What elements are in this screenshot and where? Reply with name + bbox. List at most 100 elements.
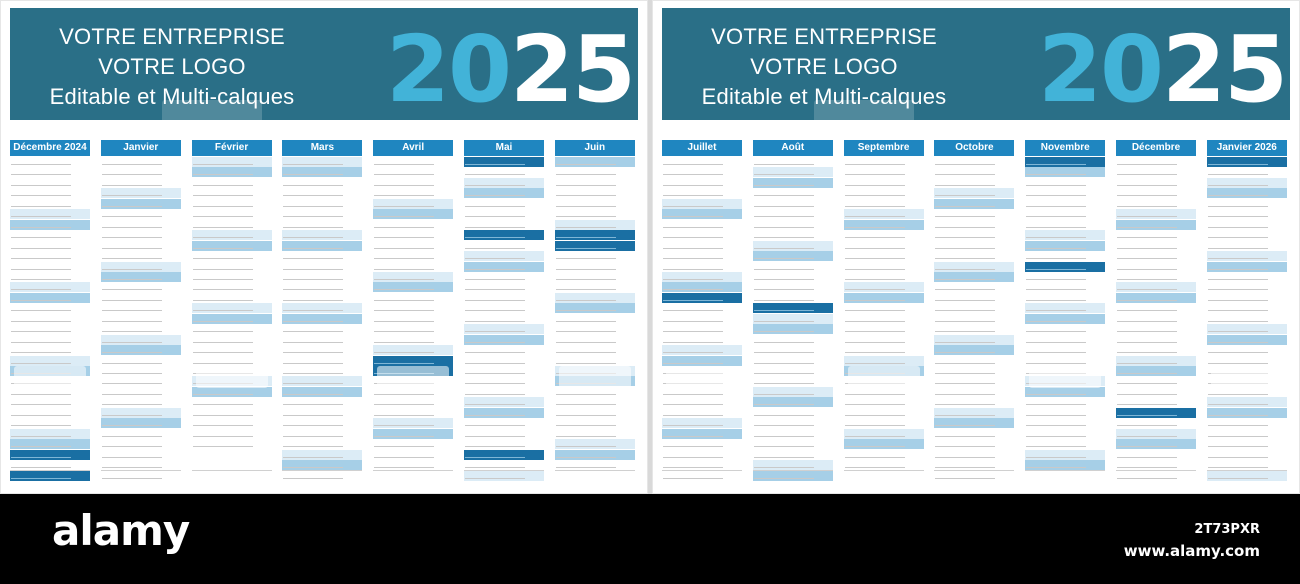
day-line [1207, 477, 1268, 479]
day-row [934, 293, 1014, 303]
day-line [844, 456, 905, 458]
day-row [10, 355, 90, 366]
month-columns: Décembre 2024 Janvier Février Mars Avril Mai J… [10, 140, 638, 481]
day-line [663, 435, 723, 437]
day-line [663, 174, 723, 176]
day-list [662, 157, 742, 479]
day-line [11, 226, 71, 228]
day-line [663, 331, 723, 333]
day-line [663, 425, 723, 427]
day-line [192, 216, 253, 218]
day-line [283, 456, 344, 458]
day-line [192, 195, 253, 197]
day-line [1207, 331, 1268, 333]
day-line [663, 362, 723, 364]
day-row [10, 303, 90, 313]
day-row [10, 387, 90, 397]
day-row [662, 335, 742, 345]
day-row [282, 356, 362, 366]
day-line [374, 341, 435, 343]
day-line [663, 446, 723, 448]
day-line [465, 258, 525, 260]
day-line [844, 247, 905, 249]
day-row [10, 460, 90, 470]
day-row [101, 356, 181, 366]
day-line [283, 414, 344, 416]
day-row [464, 418, 544, 428]
day-line [753, 320, 814, 322]
day-row [662, 387, 742, 397]
day-row [1025, 324, 1105, 334]
day-line [1207, 289, 1268, 291]
day-row [554, 230, 635, 241]
day-line [663, 341, 723, 343]
day-line [465, 383, 525, 385]
day-row [1116, 428, 1196, 439]
day-row [192, 188, 272, 198]
day-row [662, 418, 742, 429]
day-line [283, 352, 344, 354]
day-row [662, 167, 742, 177]
day-line [192, 289, 253, 291]
day-row [555, 251, 635, 261]
day-line [935, 404, 996, 406]
day-row [1207, 230, 1287, 240]
month-header: Décembre 2024 [10, 140, 90, 156]
day-line [465, 268, 525, 270]
day-row [191, 157, 272, 167]
day-line [374, 164, 435, 165]
day-list [100, 157, 181, 479]
day-line [374, 205, 435, 207]
day-row [101, 387, 181, 397]
day-line [844, 226, 905, 228]
alamy-logo: alamy [52, 506, 190, 555]
day-row [464, 303, 544, 313]
day-row [662, 397, 742, 407]
day-row [934, 324, 1014, 334]
day-row [464, 376, 544, 386]
day-row [373, 262, 453, 272]
day-row [934, 418, 1015, 429]
day-line [283, 164, 344, 165]
day-line [374, 414, 435, 416]
day-row [464, 230, 544, 241]
day-line [1117, 237, 1177, 239]
day-row [555, 418, 635, 428]
day-row [373, 335, 453, 345]
banner-text: VOTRE ENTREPRISE VOTRE LOGO Editable et … [674, 22, 974, 112]
day-row [1207, 167, 1287, 177]
day-row [662, 471, 742, 481]
day-row [1025, 272, 1105, 282]
day-line [1117, 393, 1177, 395]
day-line [465, 320, 525, 322]
day-line [753, 258, 814, 260]
day-row [192, 178, 272, 188]
day-line [753, 195, 814, 197]
day-row [555, 188, 635, 198]
day-row [464, 324, 544, 335]
day-row [1206, 407, 1287, 418]
day-row [1207, 272, 1287, 282]
day-line [753, 362, 814, 364]
day-line [283, 289, 344, 291]
day-row [1116, 376, 1196, 386]
day-row [844, 408, 924, 418]
watermark [558, 366, 631, 388]
day-line [753, 184, 814, 186]
day-row [464, 157, 544, 167]
day-row [464, 460, 544, 470]
day-row [1025, 386, 1106, 397]
day-line [1026, 341, 1087, 343]
day-row [10, 219, 90, 230]
day-row [101, 209, 181, 219]
day-line [935, 299, 996, 301]
day-row [934, 230, 1014, 240]
day-line [555, 184, 616, 186]
day-line [1117, 477, 1177, 479]
day-row [753, 429, 833, 439]
day-row [282, 272, 362, 282]
day-row [10, 397, 90, 407]
day-line [844, 362, 905, 364]
day-row [662, 157, 742, 167]
day-line [101, 216, 162, 218]
